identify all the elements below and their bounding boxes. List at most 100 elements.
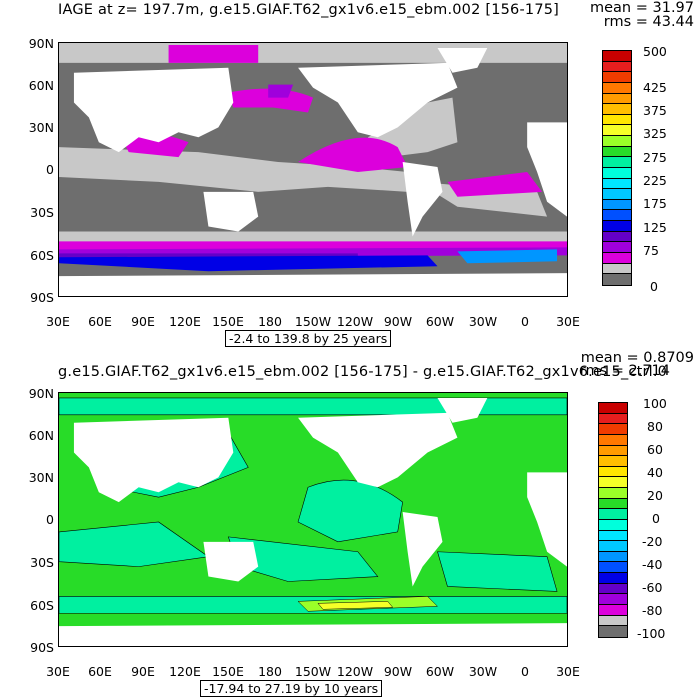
lon-label: 120E	[169, 314, 201, 329]
land-south-america	[402, 162, 443, 237]
colorbar-swatch	[599, 413, 627, 425]
colorbar	[598, 402, 628, 638]
pacific-purple	[268, 84, 294, 98]
colorbar-swatch	[603, 82, 631, 94]
colorbar-swatch	[603, 189, 631, 200]
southern-lightblue	[457, 249, 558, 264]
lon-label: 180	[258, 314, 282, 329]
lat-label: 60S	[30, 598, 54, 613]
colorbar-swatch	[603, 274, 631, 285]
colorbar-swatch	[603, 210, 631, 221]
lon-label: 0	[521, 664, 529, 679]
lat-label: 90N	[28, 36, 54, 51]
colorbar-swatch	[599, 583, 627, 595]
lon-label: 60E	[88, 314, 112, 329]
lon-label: 90W	[383, 314, 413, 329]
colorbar-label: 0	[652, 511, 660, 526]
colorbar-swatch	[603, 221, 631, 232]
lat-label: 90S	[30, 290, 54, 305]
map-plot-area	[58, 42, 568, 297]
land-asia	[73, 67, 234, 153]
colorbar-label: -100	[637, 626, 666, 641]
arctic-band	[59, 43, 567, 63]
land-greenland	[437, 397, 488, 423]
colorbar-swatch	[599, 456, 627, 467]
colorbar-label: 500	[643, 44, 667, 59]
equatorial-band	[59, 147, 408, 192]
colorbar-swatch	[603, 242, 631, 253]
colorbar-swatch	[599, 466, 627, 478]
mean-value: mean = 31.97	[590, 0, 694, 16]
lon-label: 120W	[336, 664, 374, 679]
colorbar-swatch	[599, 530, 627, 542]
arctic-magenta	[168, 44, 259, 63]
lat-label: 30N	[28, 470, 54, 485]
colorbar-label: -60	[642, 580, 663, 595]
north-pacific-magenta	[228, 88, 313, 113]
colorbar-label: 20	[647, 488, 663, 503]
map-title: IAGE at z= 197.7m, g.e15.GIAF.T62_gx1v6.…	[58, 2, 560, 18]
colorbar-swatch	[603, 167, 631, 179]
land-africa	[527, 122, 567, 217]
lon-label: 30W	[468, 314, 498, 329]
colorbar-swatch	[599, 573, 627, 584]
lon-label: 120W	[336, 314, 374, 329]
colorbar-label: 60	[647, 442, 663, 457]
colorbar-swatch	[599, 604, 627, 616]
atlantic-magenta	[447, 171, 543, 197]
colorbar-label: 80	[647, 419, 663, 434]
colorbar-label: -80	[642, 603, 663, 618]
colorbar-swatch	[599, 509, 627, 520]
lat-label: 0	[46, 512, 54, 527]
lon-label: 30W	[468, 664, 498, 679]
colorbar-swatch	[603, 61, 631, 73]
colorbar-swatch	[603, 146, 631, 158]
land-greenland	[437, 47, 488, 73]
colorbar-swatch	[603, 72, 631, 83]
east-pacific-magenta	[298, 137, 408, 172]
south-atlantic-cyan	[437, 551, 558, 592]
colorbar-label: 0	[650, 279, 658, 294]
rms-value: rms = 43.44	[603, 14, 694, 30]
rms-value: rms = 2.714	[579, 363, 670, 379]
colorbar-label: 325	[643, 126, 667, 141]
lat-label: 60N	[28, 428, 54, 443]
colorbar-swatch	[599, 434, 627, 446]
colorbar-label: 225	[643, 173, 667, 188]
lon-label: 150W	[294, 314, 332, 329]
colorbar-label: 75	[643, 243, 659, 258]
colorbar-label: 175	[643, 196, 667, 211]
lon-label: 0	[521, 314, 529, 329]
land-australia	[203, 191, 259, 232]
land-north-america	[298, 62, 458, 138]
lat-label: 60S	[30, 248, 54, 263]
lat-label: 30N	[28, 120, 54, 135]
lon-label: 180	[258, 664, 282, 679]
colorbar-label: 100	[643, 396, 667, 411]
colorbar-swatch	[603, 231, 631, 243]
colorbar-swatch	[599, 551, 627, 563]
land-north-america	[298, 412, 458, 488]
map-plot-area	[58, 392, 568, 647]
colorbar-swatch	[603, 136, 631, 147]
colorbar-swatch	[603, 93, 631, 105]
lon-label: 30E	[46, 314, 70, 329]
indian-cyan	[59, 521, 210, 567]
colorbar-swatch	[603, 157, 631, 168]
colorbar-swatch	[603, 252, 631, 264]
colorbar-swatch	[603, 125, 631, 136]
colorbar-label: -40	[642, 557, 663, 572]
colorbar-swatch	[599, 594, 627, 605]
land-south-america	[402, 512, 443, 587]
colorbar-swatch	[603, 114, 631, 126]
land-asia	[73, 417, 234, 503]
colorbar-swatch	[603, 51, 631, 62]
colorbar-label: -20	[642, 534, 663, 549]
lon-label: 90E	[131, 664, 155, 679]
colorbar-swatch	[599, 424, 627, 435]
colorbar-swatch	[599, 519, 627, 531]
lat-label: 0	[46, 162, 54, 177]
lon-label: 60W	[425, 664, 455, 679]
colorbar-swatch	[599, 445, 627, 457]
lat-label: 30S	[30, 555, 54, 570]
